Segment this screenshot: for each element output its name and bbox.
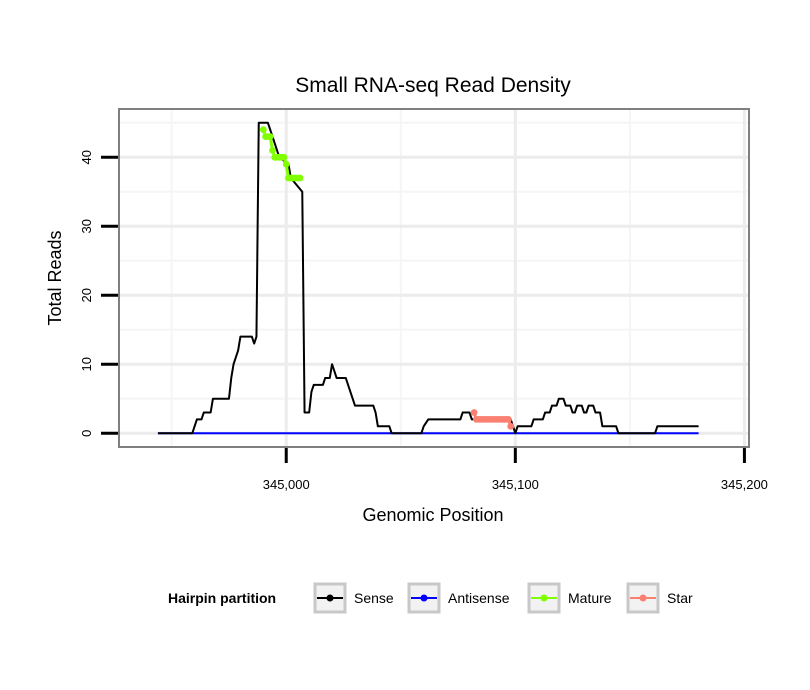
y-tick-label: 10 — [79, 357, 94, 371]
chart-title: Small RNA-seq Read Density — [295, 74, 571, 97]
legend-key-marker — [639, 594, 647, 602]
y-axis: 0 10 20 30 40 — [79, 150, 119, 437]
legend-item-star: Star — [626, 582, 693, 614]
panel-background — [119, 109, 749, 447]
legend-key-marker — [326, 594, 334, 602]
y-axis-title: Total Reads — [45, 230, 65, 325]
series-mature-point — [269, 146, 276, 154]
legend-label: Star — [667, 590, 693, 606]
y-tick-label: 0 — [79, 430, 94, 437]
series-sense — [157, 121, 699, 435]
legend: Hairpin partition Sense Antisense Mature Sta… — [168, 582, 693, 614]
x-tick-label: 345,200 — [721, 477, 768, 492]
x-tick-label: 345,100 — [492, 477, 539, 492]
series-mature-point — [280, 153, 288, 161]
x-tick-label: 345,000 — [263, 477, 310, 492]
legend-item-mature: Mature — [527, 582, 612, 614]
legend-label: Sense — [354, 590, 394, 606]
series-mature-point — [282, 160, 290, 168]
series-star — [470, 409, 515, 430]
series-mature-point — [296, 174, 304, 182]
y-tick-label: 40 — [79, 150, 94, 164]
legend-key-marker — [420, 594, 428, 602]
series-mature-point — [259, 126, 267, 134]
series-star-point — [507, 422, 515, 430]
legend-title: Hairpin partition — [168, 590, 276, 606]
legend-key-marker — [540, 594, 548, 602]
series-star-point — [470, 409, 478, 416]
x-axis-title: Genomic Position — [362, 505, 503, 525]
y-tick-label: 30 — [79, 219, 94, 233]
legend-label: Mature — [568, 590, 612, 606]
series-layer — [157, 121, 699, 435]
legend-label: Antisense — [448, 590, 510, 606]
series-star-point — [505, 416, 512, 423]
plot-panel — [119, 109, 749, 447]
y-tick-label: 20 — [79, 288, 94, 302]
series-sense-line — [157, 121, 699, 435]
legend-item-antisense: Antisense — [407, 582, 510, 614]
panel-border — [118, 108, 750, 448]
legend-item-sense: Sense — [313, 582, 394, 614]
series-mature-point — [266, 133, 274, 140]
series-mature — [259, 126, 304, 182]
x-axis: 345,000 345,100 345,200 — [263, 447, 768, 492]
